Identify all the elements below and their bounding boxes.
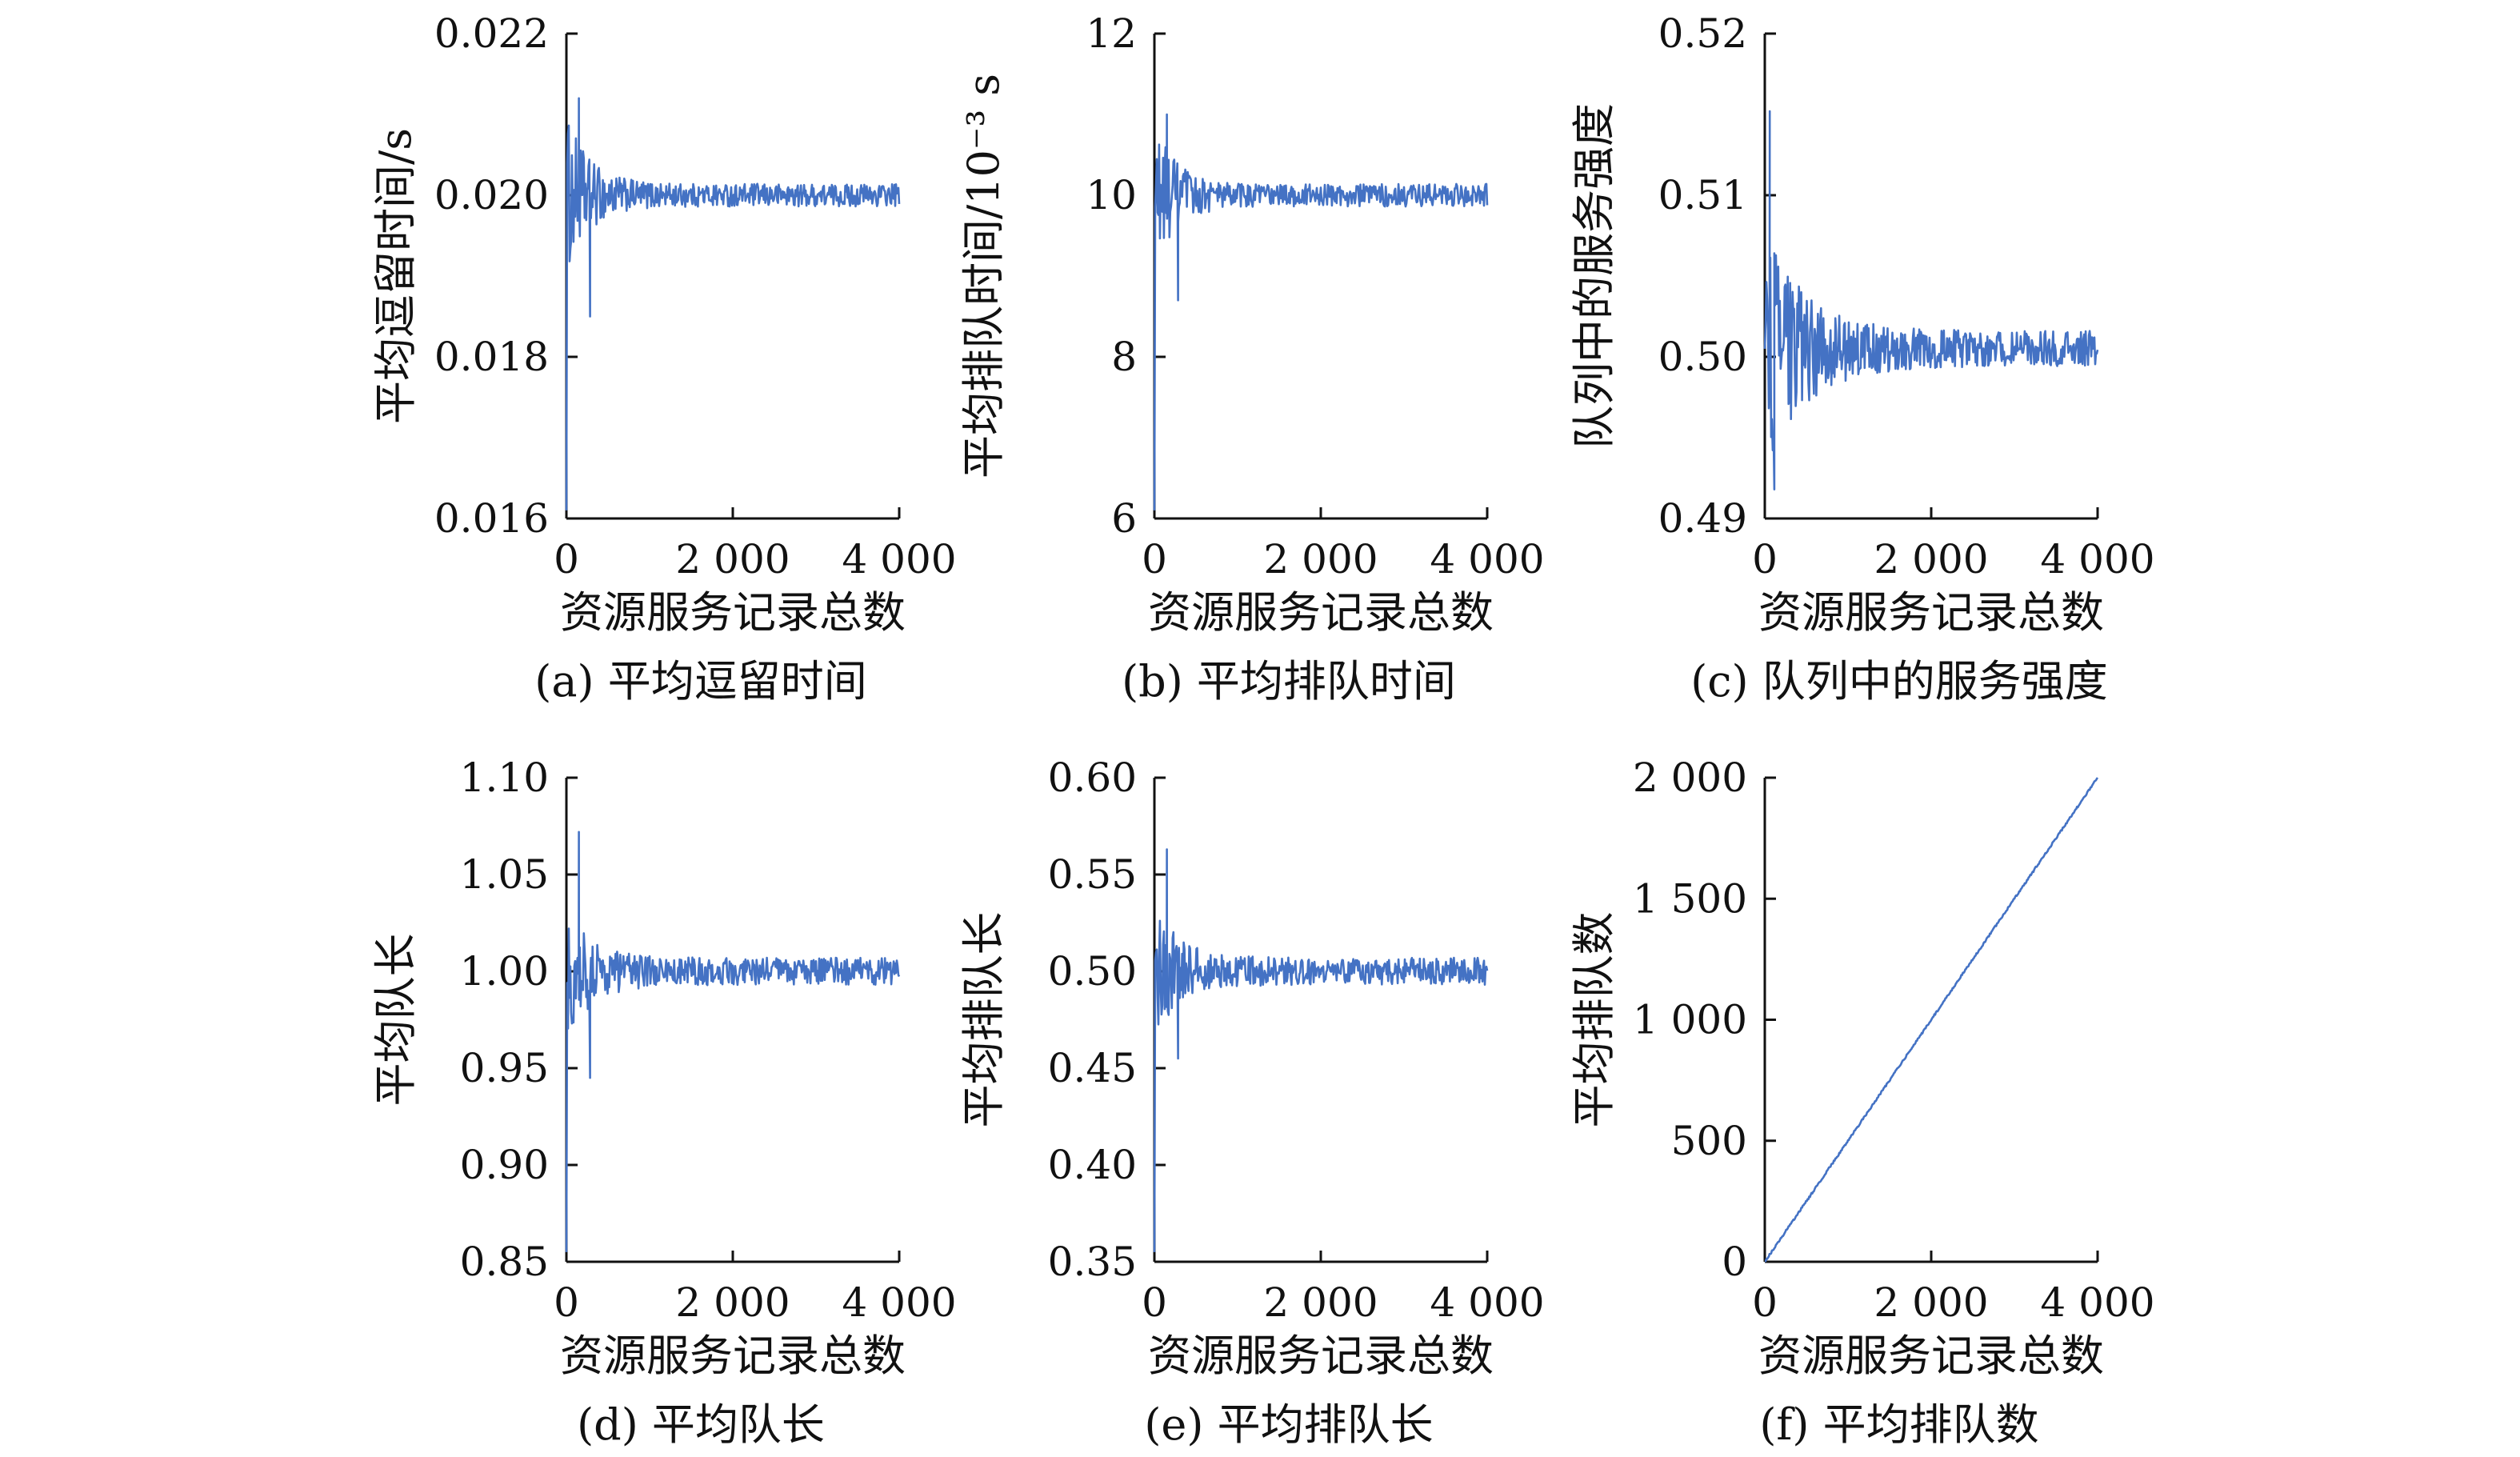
y-tick-label: 12 (1086, 10, 1137, 57)
series-line-a (565, 97, 901, 510)
y-tick-label: 0.60 (1048, 755, 1137, 801)
y-tick-label: 0.018 (434, 334, 549, 380)
y-tick-label: 2 000 (1633, 755, 1747, 801)
x-tick-label: 0 (554, 536, 579, 582)
y-tick-label: 0.022 (434, 10, 549, 57)
y-tick-label: 6 (1111, 495, 1137, 542)
y-axis-title: 平均逗留时间/s (370, 128, 421, 424)
y-tick-label: 0.51 (1658, 172, 1747, 218)
panel-f: 0 500 1 000 1 500 2 000 0 2 000 4 000 资源服务记录总数 平均… (1569, 755, 2155, 1450)
x-axis-title: 资源服务记录总数 (1148, 1331, 1494, 1381)
y-tick-label: 0.40 (1048, 1142, 1137, 1188)
x-axis-title: 资源服务记录总数 (1758, 1331, 2104, 1381)
y-tick-label: 0 (1722, 1239, 1747, 1285)
y-axis-title: 平均排队数 (1569, 912, 1619, 1128)
y-tick-label: 0.45 (1048, 1045, 1137, 1091)
y-tick-label: 0.35 (1048, 1239, 1137, 1285)
x-tick-label: 4 000 (1430, 1279, 1544, 1326)
y-tick-label: 0.55 (1048, 851, 1137, 898)
panel-caption: (e) 平均排队长 (1144, 1399, 1433, 1450)
panel-e: 0.35 0.40 0.45 0.50 0.55 0.60 0 2 000 4 000 资源服务记… (958, 755, 1545, 1450)
y-tick-label: 0.52 (1658, 10, 1747, 57)
x-tick-label: 0 (1752, 536, 1778, 582)
x-tick-label: 4 000 (1430, 536, 1544, 582)
y-axis-title: 平均排队时间/10⁻³ s (958, 74, 1009, 478)
x-tick-label: 0 (1752, 1279, 1778, 1326)
panel-caption: (d) 平均队长 (577, 1399, 825, 1450)
panel-c: 0.49 0.50 0.51 0.52 0 2 000 4 000 资源服务记录总数 队列中的服… (1569, 10, 2155, 706)
y-tick-label: 1 000 (1633, 997, 1747, 1043)
x-tick-label: 2 000 (1874, 1279, 1988, 1326)
y-axis-title: 队列中的服务强度 (1569, 103, 1619, 449)
y-tick-label: 0.85 (460, 1239, 549, 1285)
y-tick-label: 0.90 (460, 1142, 549, 1188)
y-axis-title: 平均队长 (370, 934, 421, 1107)
x-axis-title: 资源服务记录总数 (560, 587, 906, 638)
y-tick-label: 0.020 (434, 172, 549, 218)
panel-a: 0.016 0.018 0.020 0.022 0 2 000 4 000 资源服务记录总数 平… (370, 10, 957, 706)
panel-caption: (b) 平均排队时间 (1122, 656, 1456, 706)
y-tick-label: 0.016 (434, 495, 549, 542)
x-axis-title: 资源服务记录总数 (560, 1331, 906, 1381)
y-tick-label: 500 (1671, 1118, 1747, 1164)
x-tick-label: 2 000 (1874, 536, 1988, 582)
y-tick-label: 0.95 (460, 1045, 549, 1091)
y-tick-label: 1.00 (460, 948, 549, 995)
x-tick-label: 0 (554, 1279, 579, 1326)
series-line-d (565, 831, 901, 1252)
y-axis-title: 平均排队长 (958, 912, 1009, 1128)
panel-b: 6 8 10 12 0 2 000 4 000 资源服务记录总数 平均排队时间/10⁻³ s (b… (958, 10, 1545, 706)
y-tick-label: 0.50 (1048, 948, 1137, 995)
series-line-c (1763, 110, 2099, 490)
y-tick-label: 8 (1111, 334, 1137, 380)
y-tick-label: 1.05 (460, 851, 549, 898)
panel-caption: (f) 平均排队数 (1759, 1399, 2038, 1450)
y-tick-label: 1.10 (460, 755, 549, 801)
y-tick-label: 10 (1086, 172, 1137, 218)
x-tick-label: 4 000 (842, 1279, 956, 1326)
panel-caption: (a) 平均逗留时间 (534, 656, 867, 706)
x-tick-label: 2 000 (675, 536, 790, 582)
x-tick-label: 4 000 (842, 536, 956, 582)
y-tick-label: 0.50 (1658, 334, 1747, 380)
x-tick-label: 2 000 (675, 1279, 790, 1326)
x-tick-label: 0 (1142, 1279, 1167, 1326)
x-tick-label: 2 000 (1263, 536, 1378, 582)
series-line-b (1153, 113, 1489, 510)
y-tick-label: 0.49 (1658, 495, 1747, 542)
x-tick-label: 4 000 (2040, 1279, 2154, 1326)
panel-d: 0.85 0.90 0.95 1.00 1.05 1.10 0 2 000 4 000 资源服务记… (370, 755, 957, 1450)
x-tick-label: 0 (1142, 536, 1167, 582)
x-axis-title: 资源服务记录总数 (1758, 587, 2104, 638)
series-line-f (1764, 777, 2099, 1263)
y-tick-label: 1 500 (1633, 875, 1747, 922)
panel-caption: (c) 队列中的服务强度 (1690, 656, 2108, 706)
series-line-e (1153, 848, 1489, 1252)
x-tick-label: 4 000 (2040, 536, 2154, 582)
x-tick-label: 2 000 (1263, 1279, 1378, 1326)
x-axis-title: 资源服务记录总数 (1148, 587, 1494, 638)
